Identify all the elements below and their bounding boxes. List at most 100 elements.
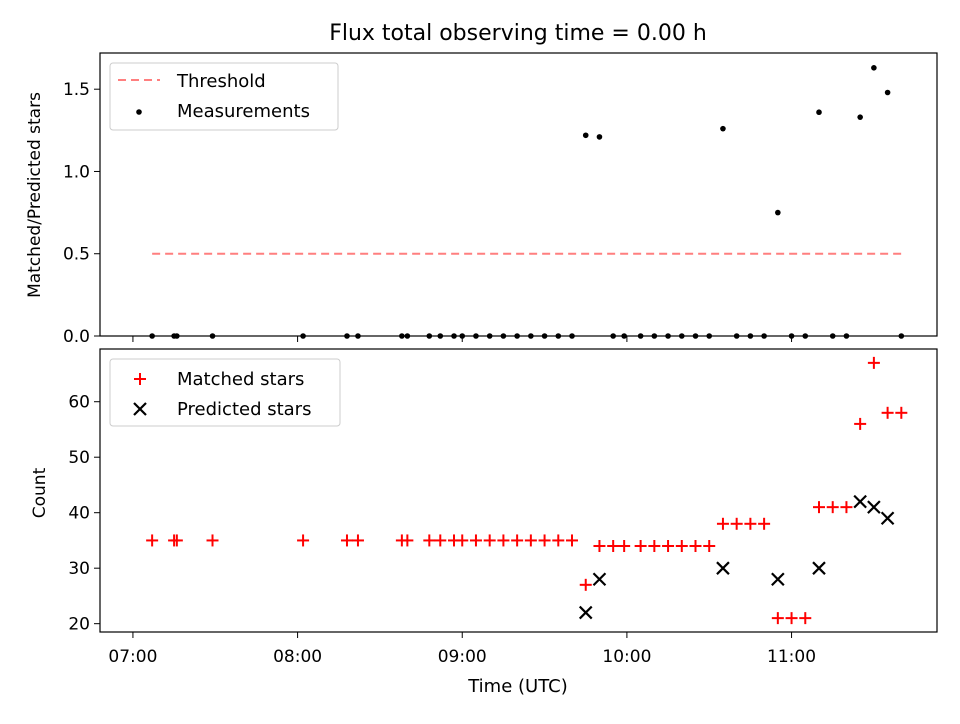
measurement-point — [300, 333, 306, 339]
matched-star-point — [895, 406, 908, 419]
matched-star-point — [607, 539, 620, 552]
xtick-label: 11:00 — [767, 647, 816, 667]
matched-star-point — [689, 539, 702, 552]
measurement-point — [829, 333, 836, 339]
measurement-point — [541, 333, 548, 339]
measurement-point — [884, 89, 891, 96]
matched-star-point — [340, 534, 353, 547]
matched-star-point — [703, 539, 716, 552]
measurement-point — [802, 333, 809, 339]
matched-star-point — [758, 517, 771, 530]
matched-star-point — [881, 406, 894, 419]
predicted-star-point — [880, 511, 895, 526]
matched-star-point — [579, 578, 592, 591]
top-ytick-label: 0.0 — [63, 327, 90, 347]
measurement-point — [857, 114, 863, 120]
chart-title: Flux total observing time = 0.00 h — [329, 21, 707, 46]
measurement-point — [459, 333, 466, 339]
matched-star-point — [634, 539, 647, 552]
measurement-point — [871, 65, 877, 71]
measurement-point — [621, 333, 627, 339]
measurement-point — [149, 333, 155, 339]
measurement-point — [898, 333, 905, 339]
matched-star-point — [854, 417, 867, 430]
matched-star-point — [206, 534, 219, 547]
matched-star-point — [648, 539, 661, 552]
predicted-star-point — [812, 561, 826, 575]
matched-star-point — [826, 501, 839, 514]
top-legend: Threshold Measurements — [109, 62, 339, 131]
matched-star-point — [524, 534, 537, 547]
measurement-point — [555, 333, 562, 339]
matched-star-point — [716, 517, 729, 530]
measurement-point — [426, 333, 433, 339]
matched-star-point — [483, 534, 496, 547]
x-axis-label: Time (UTC) — [467, 676, 568, 697]
top-ylabel: Matched/Predicted stars — [25, 92, 45, 298]
matched-star-point — [538, 534, 551, 547]
measurement-point — [692, 333, 699, 339]
measurement-point — [486, 333, 493, 339]
matched-star-point — [812, 501, 825, 514]
matched-star-point — [566, 534, 579, 547]
predicted-star-point — [771, 572, 785, 587]
legend-predicted-swatch — [133, 402, 147, 416]
measurement-point — [514, 333, 520, 339]
matched-star-point — [297, 534, 310, 547]
measurement-point — [174, 333, 180, 339]
top-ytick-label: 1.0 — [63, 162, 90, 182]
measurement-point — [651, 333, 658, 339]
measurement-point — [678, 333, 685, 339]
predicted-star-point — [592, 572, 607, 587]
measurement-point — [473, 333, 479, 339]
matched-star-point — [423, 534, 436, 547]
bottom-legend: Matched stars Predicted stars — [109, 358, 341, 427]
measurement-point — [437, 333, 444, 339]
matched-star-point — [771, 612, 784, 625]
matched-star-point — [552, 534, 565, 547]
matched-star-point — [799, 612, 812, 625]
xtick-label: 08:00 — [273, 647, 322, 667]
measurement-point — [209, 333, 216, 339]
legend-matched-swatch — [134, 373, 146, 385]
matched-star-point — [730, 517, 743, 530]
xtick-label: 10:00 — [602, 647, 651, 667]
xtick-label: 09:00 — [438, 647, 487, 667]
legend-threshold-label: Threshold — [176, 71, 266, 92]
measurement-point — [610, 333, 616, 339]
legend-predicted-label: Predicted stars — [177, 399, 311, 420]
matched-star-point — [401, 534, 414, 547]
bottom-ytick-label: 30 — [68, 559, 90, 579]
measurement-point — [761, 333, 767, 339]
measurement-point — [706, 333, 713, 339]
measurement-point — [733, 333, 740, 339]
matched-star-point — [840, 501, 853, 514]
measurement-point — [582, 132, 589, 139]
predicted-star-point — [867, 500, 881, 514]
matched-star-point — [785, 612, 798, 625]
matched-star-point — [593, 539, 606, 552]
measurement-point — [528, 333, 534, 339]
measurement-point — [720, 125, 726, 132]
measurement-point — [637, 333, 644, 339]
matched-star-point — [146, 534, 159, 547]
matched-star-point — [618, 539, 631, 552]
bottom-axes-frame — [99, 348, 938, 633]
bottom-ytick-label: 20 — [68, 615, 90, 635]
measurement-point — [500, 333, 507, 339]
legend-measurements-swatch — [136, 109, 142, 115]
matched-star-point — [351, 534, 364, 547]
xtick-label: 07:00 — [108, 647, 157, 667]
predicted-star-point — [578, 605, 593, 620]
matched-star-point — [170, 534, 183, 547]
bottom-ylabel: Count — [30, 467, 50, 518]
measurement-point — [569, 333, 575, 339]
measurement-point — [596, 134, 603, 140]
bottom-ytick-label: 60 — [68, 393, 90, 413]
measurement-point — [843, 333, 850, 339]
legend-matched-label: Matched stars — [177, 369, 304, 390]
measurement-point — [665, 333, 671, 339]
matched-star-point — [867, 356, 880, 369]
